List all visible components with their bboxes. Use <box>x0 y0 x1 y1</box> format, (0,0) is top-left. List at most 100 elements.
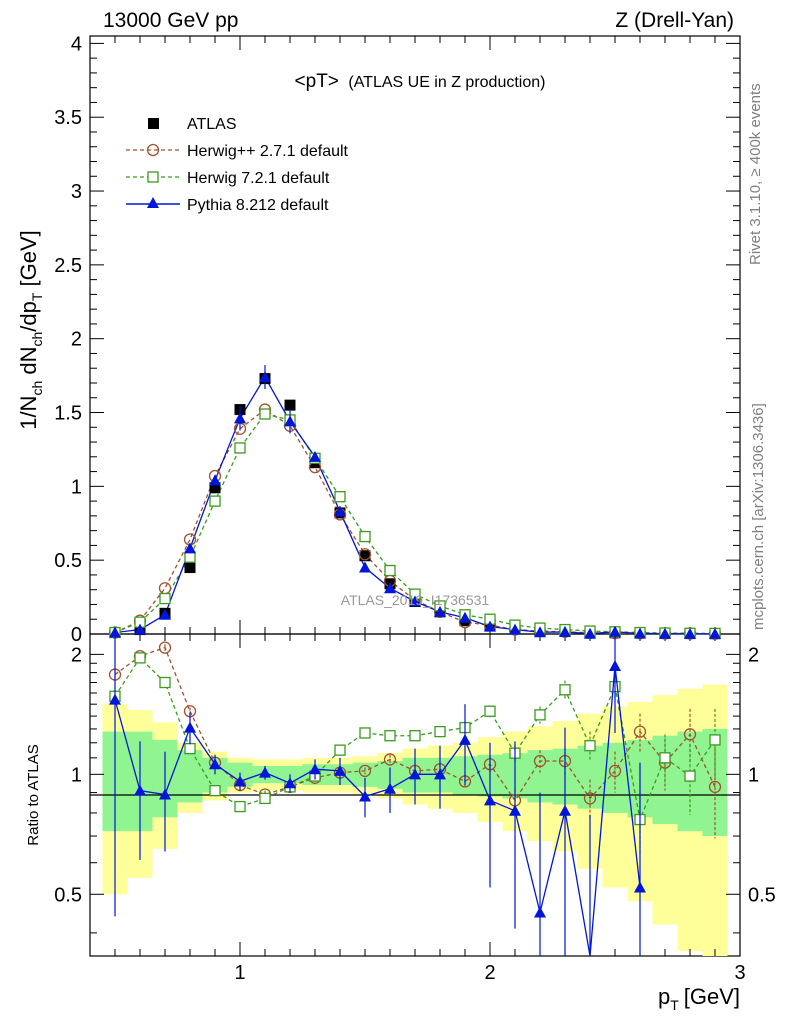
ratio-series-marker <box>209 785 221 797</box>
ylabel-part-3: ch <box>29 332 45 347</box>
main-series-marker <box>284 415 296 427</box>
y-tick-label: 0 <box>71 624 82 646</box>
ratio-series-marker <box>384 782 396 794</box>
atlas-data-point <box>209 482 221 494</box>
y-tick-label: 3 <box>71 181 82 203</box>
ratio-band-inner <box>177 750 203 803</box>
xlabel-main: p <box>658 984 670 1009</box>
y-tick-label: 0.5 <box>54 550 82 572</box>
ratio-series-marker <box>559 804 571 816</box>
main-series-marker <box>109 626 121 638</box>
ratio-series-marker <box>634 881 646 893</box>
ratio-series-marker <box>134 784 146 796</box>
ratio-series-line <box>114 665 641 957</box>
ratio-series-marker <box>409 768 421 780</box>
x-tick-label: 2 <box>484 962 495 984</box>
main-series-marker <box>134 623 146 635</box>
main-series-marker <box>234 442 246 454</box>
y-tick-label: 4 <box>71 33 82 55</box>
main-series-marker <box>209 474 221 486</box>
main-series-marker <box>609 625 621 637</box>
ratio-series-marker <box>434 768 446 780</box>
ratio-series-marker <box>708 780 722 794</box>
ratio-y-axis-label: Ratio to ATLAS <box>25 744 42 845</box>
main-series-marker <box>234 412 246 424</box>
rivet-label: Rivet 3.1.10, ≥ 400k events <box>747 83 764 265</box>
ratio-series-marker <box>234 775 246 787</box>
main-series-marker <box>259 371 271 383</box>
atlas-data-point <box>284 399 296 411</box>
ratio-tick-label-right: 2 <box>748 644 759 666</box>
ratio-series-marker <box>184 721 196 733</box>
x-tick-label: 1 <box>234 962 245 984</box>
main-series-marker <box>634 627 646 639</box>
ratio-series-marker <box>184 742 196 755</box>
x-tick-label: 3 <box>734 962 745 984</box>
ratio-series-marker <box>683 728 697 741</box>
main-series-marker <box>158 582 172 595</box>
ratio-tick-label-right: 0.5 <box>748 884 776 906</box>
ratio-tick-label-left: 1 <box>71 764 82 786</box>
legend-label-pythia: Pythia 8.212 default <box>187 197 329 214</box>
x-axis-label: pT [GeV] <box>658 984 740 1013</box>
ratio-series-marker <box>409 730 421 742</box>
atlas-data-point <box>184 562 196 574</box>
ratio-tick-label-right: 1 <box>748 764 759 786</box>
ratio-series-marker <box>309 763 321 775</box>
ylabel-part-5: T <box>29 292 45 301</box>
ratio-series-marker <box>259 766 271 778</box>
main-series-marker <box>434 605 446 617</box>
y-tick-label: 2.5 <box>54 255 82 277</box>
legend-marker-atlas <box>148 118 159 129</box>
process-label: Z (Drell-Yan) <box>615 9 734 32</box>
legend: ATLAS Herwig++ 2.7.1 default Herwig 7.2.… <box>126 116 349 214</box>
ratio-series-marker <box>383 753 397 766</box>
ratio-series-marker <box>659 752 671 764</box>
legend-label-herwig7: Herwig 7.2.1 default <box>187 170 330 187</box>
ylabel-part-1: ch <box>29 381 45 396</box>
main-series-marker <box>184 542 196 554</box>
plot-title: <pT> <box>295 71 339 92</box>
main-series-marker <box>159 592 171 605</box>
ratio-series-marker <box>109 693 121 705</box>
main-series-marker <box>334 491 346 503</box>
main-series-marker <box>358 548 372 561</box>
main-series-marker <box>509 623 521 635</box>
plot-title-group: <pT> (ATLAS UE in Z production) <box>295 71 546 92</box>
main-series-marker <box>584 627 596 639</box>
main-series-marker <box>184 551 196 563</box>
main-series-marker <box>384 582 396 594</box>
legend-marker-pythia <box>147 197 159 208</box>
ratio-series-marker <box>209 758 221 770</box>
plot-subtitle: (ATLAS UE in Z production) <box>348 74 545 91</box>
ratio-series-marker <box>334 764 346 776</box>
ratio-series-marker <box>359 790 371 802</box>
ratio-tick-label-left: 0.5 <box>54 884 82 906</box>
legend-marker-herwig7 <box>147 171 159 183</box>
main-series-marker <box>534 626 546 638</box>
xlabel-unit: [GeV] <box>684 984 740 1009</box>
ratio-series-marker <box>709 734 721 746</box>
main-series-marker <box>459 611 471 623</box>
legend-label-herwigpp: Herwig++ 2.7.1 default <box>187 143 349 160</box>
main-series-marker <box>484 620 496 632</box>
main-series-marker <box>684 627 696 639</box>
ratio-series-marker <box>384 730 396 742</box>
ratio-series-marker <box>234 800 246 813</box>
main-series-marker <box>359 561 371 573</box>
mcplots-label: mcplots.cern.ch [arXiv:1306.3436] <box>750 403 767 630</box>
xlabel-sub: T <box>670 997 679 1013</box>
ratio-series-marker <box>159 676 171 689</box>
main-series-marker <box>709 627 721 639</box>
ratio-series-marker <box>533 754 547 768</box>
main-series-marker <box>159 608 171 620</box>
ratio-series-marker <box>534 906 546 918</box>
ratio-series-marker <box>509 804 521 816</box>
main-series-marker <box>409 595 421 607</box>
series-layer <box>108 365 722 957</box>
ratio-series-marker <box>609 660 621 672</box>
legend-label-atlas: ATLAS <box>187 116 237 133</box>
ratio-series-marker <box>158 641 172 654</box>
ratio-series-marker <box>134 652 146 664</box>
y-axis-label: 1/Nch dNch/dpT [GeV] <box>16 230 45 430</box>
